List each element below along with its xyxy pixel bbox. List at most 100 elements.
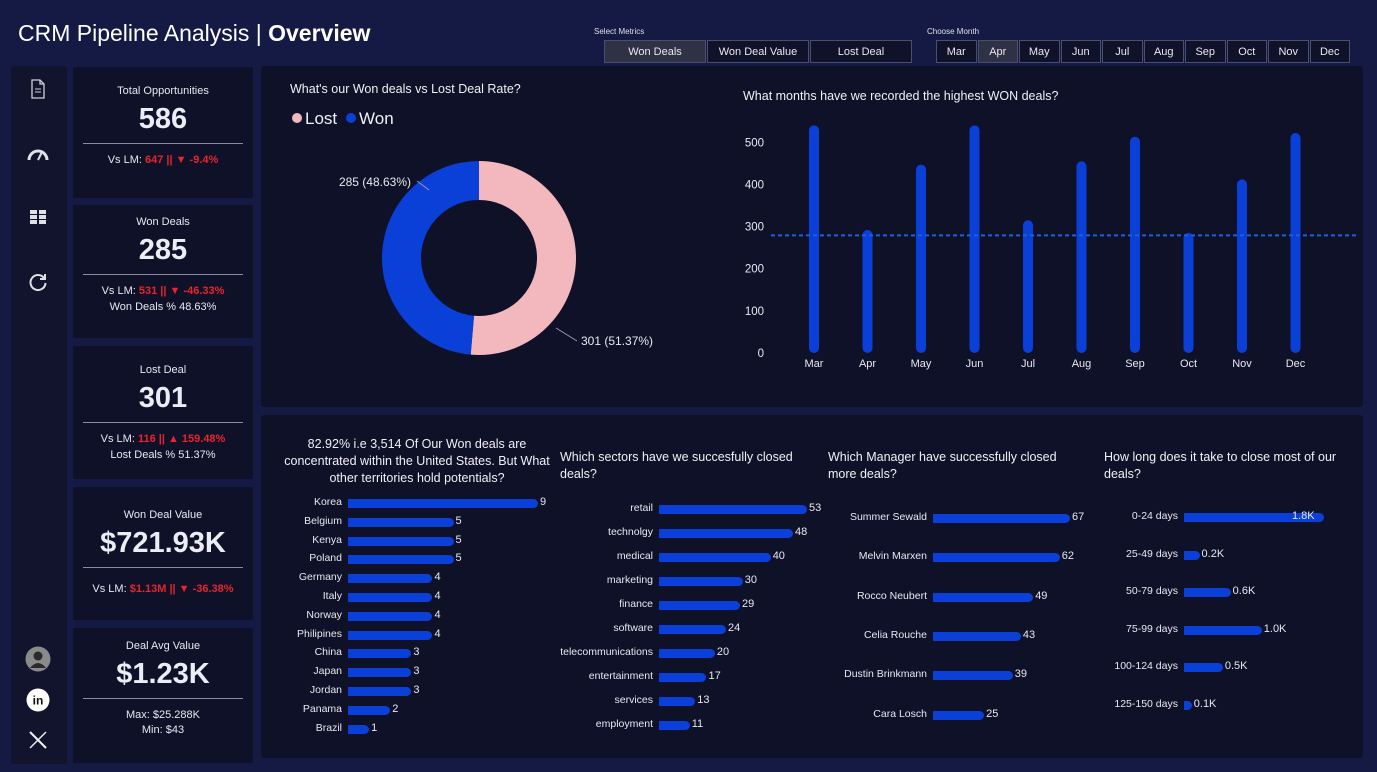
bar-value-label: 53 (809, 502, 822, 514)
bar-jordan[interactable] (348, 687, 412, 696)
bar-entertainment[interactable] (659, 673, 707, 682)
avatar[interactable] (25, 646, 51, 672)
bar-celia-rouche[interactable] (933, 631, 1021, 641)
bar-philipines[interactable] (348, 630, 433, 640)
bar-category-label: 0-24 days (1131, 510, 1178, 522)
bar-china[interactable] (348, 649, 412, 659)
bar-0-24-days[interactable] (1184, 513, 1324, 522)
bar-retail[interactable] (659, 505, 807, 514)
dashboard-gauge-icon[interactable] (25, 140, 51, 166)
bar-korea[interactable] (348, 499, 538, 508)
x-tick-label: Jul (1021, 358, 1035, 370)
bar-value-label: 13 (697, 694, 710, 706)
month-option-jul[interactable]: Jul (1102, 40, 1143, 63)
bar-value-label: 0.5K (1224, 660, 1248, 672)
bar-100-124-days[interactable] (1184, 663, 1223, 672)
bar-category-label: finance (619, 598, 653, 610)
won-deal-value-card: Won Deal Value $721.93K Vs LM: $1.13M ||… (73, 487, 253, 620)
month-option-may[interactable]: May (1019, 40, 1060, 63)
bar-value-label: 1.0K (1263, 622, 1287, 635)
x-logo-icon[interactable] (25, 727, 51, 753)
bar-services[interactable] (659, 697, 696, 706)
card-divider (83, 567, 243, 568)
month-option-sep[interactable]: Sep (1185, 40, 1226, 63)
month-option-jun[interactable]: Jun (1060, 40, 1101, 63)
bar-category-label: Korea (313, 496, 342, 508)
month-bar-dec (1290, 133, 1301, 353)
month-option-nov[interactable]: Nov (1268, 40, 1309, 63)
bar-poland[interactable] (348, 555, 454, 565)
month-option-dec[interactable]: Dec (1309, 40, 1350, 63)
bar-finance[interactable] (659, 601, 740, 610)
x-tick-label: Aug (1072, 358, 1092, 370)
bar-software[interactable] (659, 625, 727, 634)
table-grid-icon[interactable] (25, 204, 51, 230)
sector-chart-title: Which sectors have we succesfully closed… (560, 450, 793, 481)
bar-125-150-days[interactable] (1184, 700, 1192, 710)
bar-brazil[interactable] (348, 724, 370, 734)
bar-employment[interactable] (659, 721, 690, 730)
month-option-aug[interactable]: Aug (1143, 40, 1184, 63)
bar-summer-sewald[interactable] (933, 514, 1070, 523)
metric-option-lost-deal[interactable]: Lost Deal (810, 40, 912, 63)
card-label: Total Opportunities (117, 85, 209, 97)
bar-75-99-days[interactable] (1184, 625, 1262, 635)
country-chart-title: 82.92% i.e 3,514 Of Our Won deals are co… (284, 437, 550, 485)
month-bar-jul (1023, 220, 1033, 353)
won-deals-percent: Won Deals % 48.63% (109, 301, 217, 313)
month-chart-title: What months have we recorded the highest… (743, 89, 1059, 103)
bar-25-49-days[interactable] (1184, 550, 1200, 560)
bar-belgium[interactable] (348, 517, 454, 527)
month-slicer-label: Choose Month (927, 27, 980, 36)
bar-germany[interactable] (348, 574, 433, 584)
bar-dustin-brinkmann[interactable] (933, 671, 1013, 681)
month-bar-aug (1076, 161, 1087, 353)
bar-category-label: Celia Rouche (863, 628, 927, 641)
bar-value-label: 24 (728, 622, 741, 634)
bar-value-label: 49 (1035, 589, 1048, 602)
bar-value-label: 1 (371, 721, 378, 734)
bottom-charts-panel: 82.92% i.e 3,514 Of Our Won deals are co… (261, 415, 1363, 758)
x-tick-label: Dec (1286, 358, 1306, 370)
metric-option-won-deals[interactable]: Won Deals (604, 40, 706, 63)
bar-category-label: Cara Losch (873, 707, 927, 720)
bar-category-label: marketing (606, 574, 653, 586)
bar-value-label: 4 (434, 571, 441, 584)
x-tick-label: Jun (966, 358, 984, 370)
bar-category-label: entertainment (588, 670, 653, 682)
month-option-mar[interactable]: Mar (936, 40, 977, 63)
month-option-apr[interactable]: Apr (977, 40, 1018, 63)
bar-rocco-neubert[interactable] (933, 592, 1034, 602)
bar-cara-losch[interactable] (933, 710, 985, 720)
card-value: $1.23K (116, 658, 210, 690)
bar-category-label: Summer Sewald (849, 511, 927, 523)
bar-telecommunications[interactable] (659, 649, 715, 658)
bar-kenya[interactable] (348, 536, 454, 546)
bar-melvin-marxen[interactable] (933, 553, 1060, 563)
bar-norway[interactable] (348, 611, 433, 621)
document-icon[interactable] (25, 76, 51, 102)
metric-option-won-deal-value[interactable]: Won Deal Value (707, 40, 809, 63)
month-bar-jun (969, 125, 980, 353)
bar-category-label: Japan (313, 665, 342, 678)
title-bold: Overview (268, 20, 371, 46)
bar-category-label: Brazil (315, 721, 342, 734)
x-tick-label: May (911, 358, 932, 370)
bar-50-79-days[interactable] (1184, 588, 1231, 597)
bar-category-label: technolgy (608, 526, 653, 538)
refresh-icon[interactable] (25, 269, 51, 295)
bar-marketing[interactable] (659, 577, 743, 586)
bar-value-label: 5 (455, 552, 462, 565)
max-value: Max: $25.288K (126, 709, 200, 721)
bar-italy[interactable] (348, 593, 433, 602)
card-label: Won Deal Value (123, 509, 203, 521)
month-option-oct[interactable]: Oct (1226, 40, 1267, 63)
bar-panama[interactable] (348, 705, 391, 715)
x-tick-label: Nov (1232, 358, 1252, 370)
x-tick-label: Mar (805, 358, 824, 370)
bar-category-label: Norway (306, 608, 342, 621)
bar-technolgy[interactable] (659, 529, 794, 538)
bar-medical[interactable] (659, 553, 771, 562)
bar-japan[interactable] (348, 668, 412, 678)
linkedin-icon[interactable]: in (25, 687, 51, 713)
